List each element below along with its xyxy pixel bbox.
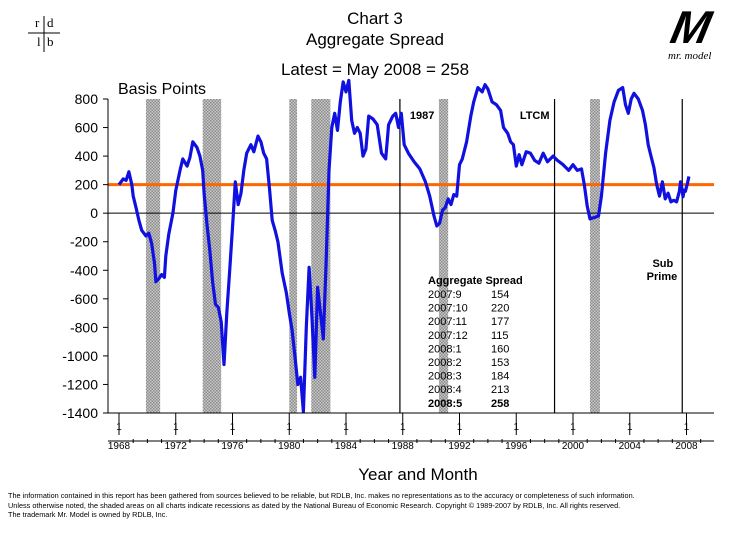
recession-band — [590, 99, 600, 413]
x-tick-label: 1980 — [278, 441, 301, 452]
data-table: Aggregate Spread 2007:9 154 2007:10 220 2007:… — [428, 275, 523, 410]
table-row-date: 2008:5 — [428, 398, 462, 410]
table-row-date: 2007:11 — [428, 316, 467, 328]
table-row-date: 2008:2 — [428, 357, 462, 369]
rdlb-logo: r d l b — [26, 14, 62, 54]
x-tick-month: 1 — [570, 422, 576, 433]
y-tick-label: 600 — [75, 120, 99, 136]
x-tick-label: 1988 — [392, 441, 415, 452]
table-row-date: 2008:1 — [428, 343, 462, 355]
x-tick-month: 1 — [627, 422, 633, 433]
y-tick-label: -1200 — [62, 376, 98, 392]
x-tick-month: 1 — [400, 422, 406, 433]
x-tick-label: 1972 — [165, 441, 188, 452]
disclaimer: The information contained in this report… — [8, 491, 748, 520]
table-row-date: 2007:10 — [428, 303, 468, 315]
logo-letter-b: b — [47, 34, 54, 49]
table-row-value: 115 — [491, 330, 509, 342]
x-tick-month: 1 — [513, 422, 519, 433]
logo-letter-l: l — [37, 34, 41, 49]
y-tick-label: -1000 — [62, 348, 98, 364]
table-row-value: 258 — [491, 398, 509, 410]
table-row-value: 184 — [491, 371, 509, 383]
chart-latest: Latest = May 2008 = 258 — [280, 60, 470, 79]
logo-letter-d: d — [47, 15, 54, 30]
x-tick-label: 2004 — [619, 441, 642, 452]
series-group — [117, 78, 691, 414]
x-tick-label: 1984 — [335, 441, 358, 452]
x-tick-label: 1968 — [108, 441, 131, 452]
reference-line-group — [108, 183, 714, 214]
y-tick-label: 400 — [75, 148, 99, 164]
y-tick-label: -1400 — [62, 405, 98, 421]
table-row-date: 2008:4 — [428, 384, 462, 396]
x-tick-month: 1 — [286, 422, 292, 433]
x-tick-month: 1 — [173, 422, 179, 433]
disclaimer-line-1: The information contained in this report… — [8, 491, 635, 500]
x-tick-label: 2000 — [562, 441, 585, 452]
table-row-date: 2007:12 — [428, 330, 468, 342]
y-tick-label: 800 — [75, 91, 99, 107]
y-tick-label: 0 — [90, 205, 98, 221]
recession-band — [289, 99, 298, 413]
x-tick-label: 1996 — [505, 441, 528, 452]
chart-title: Aggregate Spread — [306, 30, 444, 49]
table-row-value: 220 — [491, 303, 509, 315]
recession-shading — [145, 99, 600, 413]
table-row-date: 2007:9 — [428, 289, 462, 301]
x-tick-month: 1 — [684, 422, 690, 433]
x-tick-month: 1 — [230, 422, 236, 433]
event-label: Sub — [652, 258, 673, 270]
x-tick-month: 1 — [457, 422, 463, 433]
event-label: Prime — [647, 271, 678, 283]
disclaimer-line-2: Unless otherwise noted, the shaded areas… — [8, 500, 621, 510]
table-title: Aggregate Spread — [428, 275, 523, 287]
y-tick-label: -600 — [70, 291, 98, 307]
table-row-value: 160 — [491, 343, 509, 355]
y-tick-label: -200 — [70, 234, 98, 250]
mr-model-logo: M mr. model — [666, 1, 736, 64]
aggregate-spread-line — [117, 78, 691, 414]
x-tick-label: 1992 — [448, 441, 471, 452]
axes: 8006004002000-200-400-600-800-1000-1200-… — [62, 81, 714, 484]
y-tick-label: 200 — [75, 177, 99, 193]
table-row-value: 153 — [491, 357, 509, 369]
table-row-value: 213 — [491, 384, 509, 396]
logo-letter-r: r — [35, 15, 40, 30]
mr-model-text: mr. model — [668, 50, 712, 62]
x-tick-label: 1976 — [221, 441, 244, 452]
y-tick-label: -800 — [70, 319, 98, 335]
x-axis-label: Year and Month — [358, 465, 477, 484]
recession-band — [202, 99, 222, 413]
y-tick-label: -400 — [70, 262, 98, 278]
disclaimer-line-3: The trademark Mr. Model is owned by RDLB… — [8, 510, 168, 519]
chart-title-number: Chart 3 — [347, 9, 403, 28]
table-row-value: 154 — [491, 289, 509, 301]
table-row-date: 2008:3 — [428, 371, 462, 383]
x-tick-label: 2008 — [675, 441, 698, 452]
table-row-value: 177 — [491, 316, 509, 328]
x-tick-month: 1 — [343, 422, 349, 433]
event-label: LTCM — [520, 110, 550, 122]
y-axis-label: Basis Points — [118, 81, 206, 98]
x-tick-month: 1 — [116, 422, 122, 433]
recession-band — [438, 99, 449, 413]
event-label: 1987 — [410, 110, 434, 122]
